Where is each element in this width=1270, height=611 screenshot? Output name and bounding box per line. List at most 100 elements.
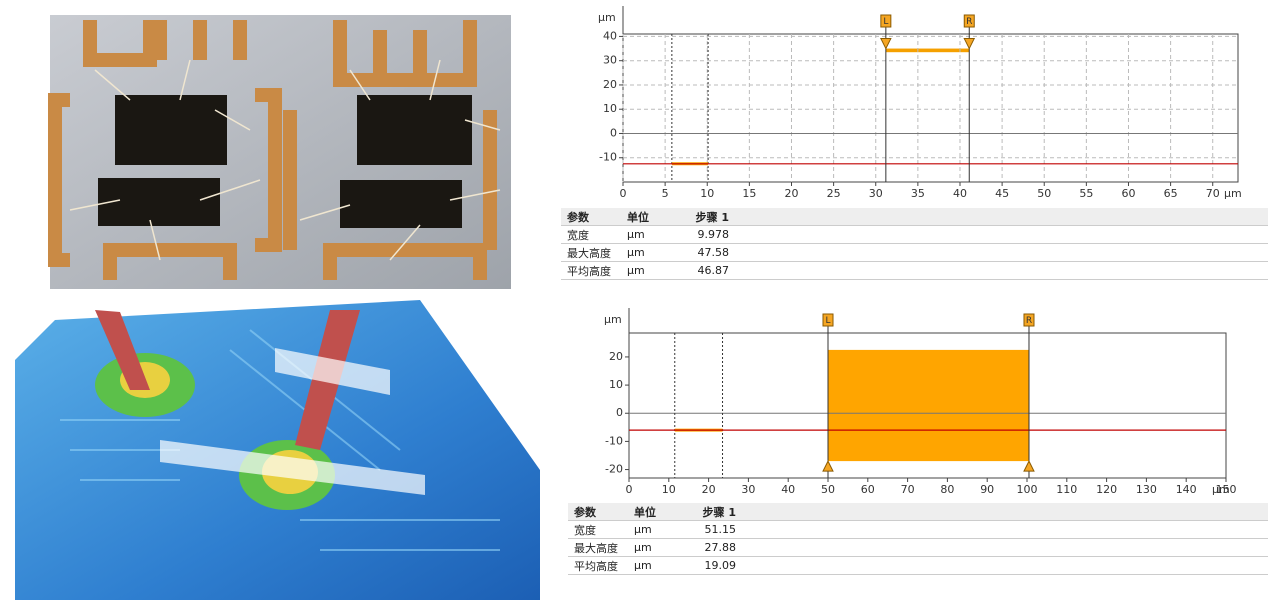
x-tick-label: 30 bbox=[741, 483, 755, 496]
y-tick-label: 10 bbox=[609, 378, 623, 391]
x-tick-label: 25 bbox=[827, 187, 841, 200]
y-unit: μm bbox=[598, 11, 616, 24]
marker-tag bbox=[880, 14, 892, 28]
x-tick-label: 130 bbox=[1136, 483, 1157, 496]
table-cell: 27.88 bbox=[680, 538, 742, 557]
table-cell: 单位 bbox=[621, 208, 673, 226]
marker-pointer bbox=[1023, 459, 1035, 472]
table-header: 参数 单位 步骤 1 bbox=[568, 503, 1268, 521]
marker-pointer bbox=[822, 459, 834, 472]
table-filler bbox=[735, 243, 1268, 262]
marker-tag bbox=[822, 313, 834, 327]
marker-tag bbox=[1023, 313, 1035, 327]
table-cell: μm bbox=[621, 261, 673, 280]
table-cell: 9.978 bbox=[673, 225, 735, 244]
table-cell: 最大高度 bbox=[568, 538, 628, 557]
x-tick-label: 5 bbox=[662, 187, 669, 200]
table-header: 参数 单位 步骤 1 bbox=[561, 208, 1268, 226]
table-row: 平均高度 μm 19.09 bbox=[568, 556, 1268, 575]
table-row: 平均高度 μm 46.87 bbox=[561, 261, 1268, 280]
x-tick-label: 60 bbox=[861, 483, 875, 496]
x-tick-label: 50 bbox=[821, 483, 835, 496]
y-tick-label: 40 bbox=[603, 29, 617, 42]
marker-label: R bbox=[966, 17, 972, 27]
table-filler bbox=[742, 520, 1268, 539]
table-row: 宽度 μm 9.978 bbox=[561, 225, 1268, 244]
marker-label: R bbox=[1026, 316, 1032, 326]
table-cell: 宽度 bbox=[568, 520, 628, 539]
table-row: 最大高度 μm 27.88 bbox=[568, 538, 1268, 557]
table-cell: 步骤 1 bbox=[680, 503, 742, 521]
profile-chart: 0 10 20 30 40 50 60 70 80 90 100 110 120 130 140 150201… bbox=[604, 308, 1237, 496]
y-unit: μm bbox=[604, 313, 622, 326]
marker-label: L bbox=[825, 316, 830, 326]
x-tick-label: 90 bbox=[980, 483, 994, 496]
y-tick-label: 0 bbox=[610, 126, 617, 139]
x-tick-label: 35 bbox=[911, 187, 925, 200]
x-tick-label: 100 bbox=[1017, 483, 1038, 496]
table-filler bbox=[742, 538, 1268, 557]
marker-pointer bbox=[963, 38, 976, 50]
y-tick-label: -10 bbox=[599, 151, 617, 164]
table-filler bbox=[735, 261, 1268, 280]
x-tick-label: 50 bbox=[1037, 187, 1051, 200]
table-cell: μm bbox=[628, 538, 680, 557]
x-tick-label: 55 bbox=[1079, 187, 1093, 200]
profile-chart: 0 5 10 15 20 25 30 35 40 45 50 55 60 65 70 40 30 20 10 0 -10… bbox=[598, 6, 1242, 200]
micrograph-photo bbox=[48, 15, 511, 289]
table-filler bbox=[735, 225, 1268, 244]
x-tick-label: 15 bbox=[742, 187, 756, 200]
marker-pointer bbox=[880, 38, 892, 50]
table-cell: μm bbox=[628, 556, 680, 575]
table-cell: 宽度 bbox=[561, 225, 621, 244]
x-tick-label: 40 bbox=[781, 483, 795, 496]
table-cell: 参数 bbox=[568, 503, 628, 521]
x-unit: μm bbox=[1224, 187, 1242, 200]
y-tick-label: 0 bbox=[616, 406, 623, 419]
table-filler bbox=[735, 208, 1268, 226]
x-tick-label: 20 bbox=[784, 187, 798, 200]
x-tick-label: 110 bbox=[1056, 483, 1077, 496]
marker-tag bbox=[963, 14, 975, 28]
results-table: 参数 单位 步骤 1 宽度 μm 51.15 最大高度 μm 27.88 平均高度 μm 19.09 bbox=[568, 503, 1268, 575]
table-filler bbox=[742, 503, 1268, 521]
table-cell: 51.15 bbox=[680, 520, 742, 539]
table-cell: 最大高度 bbox=[561, 243, 621, 262]
highlight-region bbox=[828, 349, 1029, 462]
x-tick-label: 150 bbox=[1216, 483, 1237, 496]
x-tick-label: 20 bbox=[702, 483, 716, 496]
highlight-region bbox=[885, 48, 970, 53]
x-tick-label: 45 bbox=[995, 187, 1009, 200]
table-cell: μm bbox=[621, 243, 673, 262]
x-tick-label: 30 bbox=[869, 187, 883, 200]
y-tick-label: 10 bbox=[603, 102, 617, 115]
x-tick-label: 80 bbox=[940, 483, 954, 496]
plot-area bbox=[622, 33, 1239, 183]
x-tick-label: 120 bbox=[1096, 483, 1117, 496]
x-tick-label: 70 bbox=[1206, 187, 1220, 200]
x-tick-label: 70 bbox=[901, 483, 915, 496]
x-tick-label: 10 bbox=[700, 187, 714, 200]
table-row: 宽度 μm 51.15 bbox=[568, 520, 1268, 539]
3d-surface-image bbox=[15, 300, 540, 600]
x-tick-label: 10 bbox=[662, 483, 676, 496]
x-tick-label: 65 bbox=[1164, 187, 1178, 200]
y-tick-label: -20 bbox=[605, 463, 623, 476]
y-tick-label: -10 bbox=[605, 434, 623, 447]
x-tick-label: 60 bbox=[1121, 187, 1135, 200]
x-tick-label: 40 bbox=[953, 187, 967, 200]
marker-label: L bbox=[883, 17, 888, 27]
y-tick-label: 20 bbox=[603, 78, 617, 91]
table-cell: 19.09 bbox=[680, 556, 742, 575]
table-filler bbox=[742, 556, 1268, 575]
x-tick-label: 140 bbox=[1176, 483, 1197, 496]
x-tick-label: 0 bbox=[626, 483, 633, 496]
table-cell: 平均高度 bbox=[568, 556, 628, 575]
x-unit: μm bbox=[1212, 483, 1230, 496]
table-cell: 步骤 1 bbox=[673, 208, 735, 226]
table-cell: 单位 bbox=[628, 503, 680, 521]
table-cell: 46.87 bbox=[673, 261, 735, 280]
table-cell: μm bbox=[628, 520, 680, 539]
